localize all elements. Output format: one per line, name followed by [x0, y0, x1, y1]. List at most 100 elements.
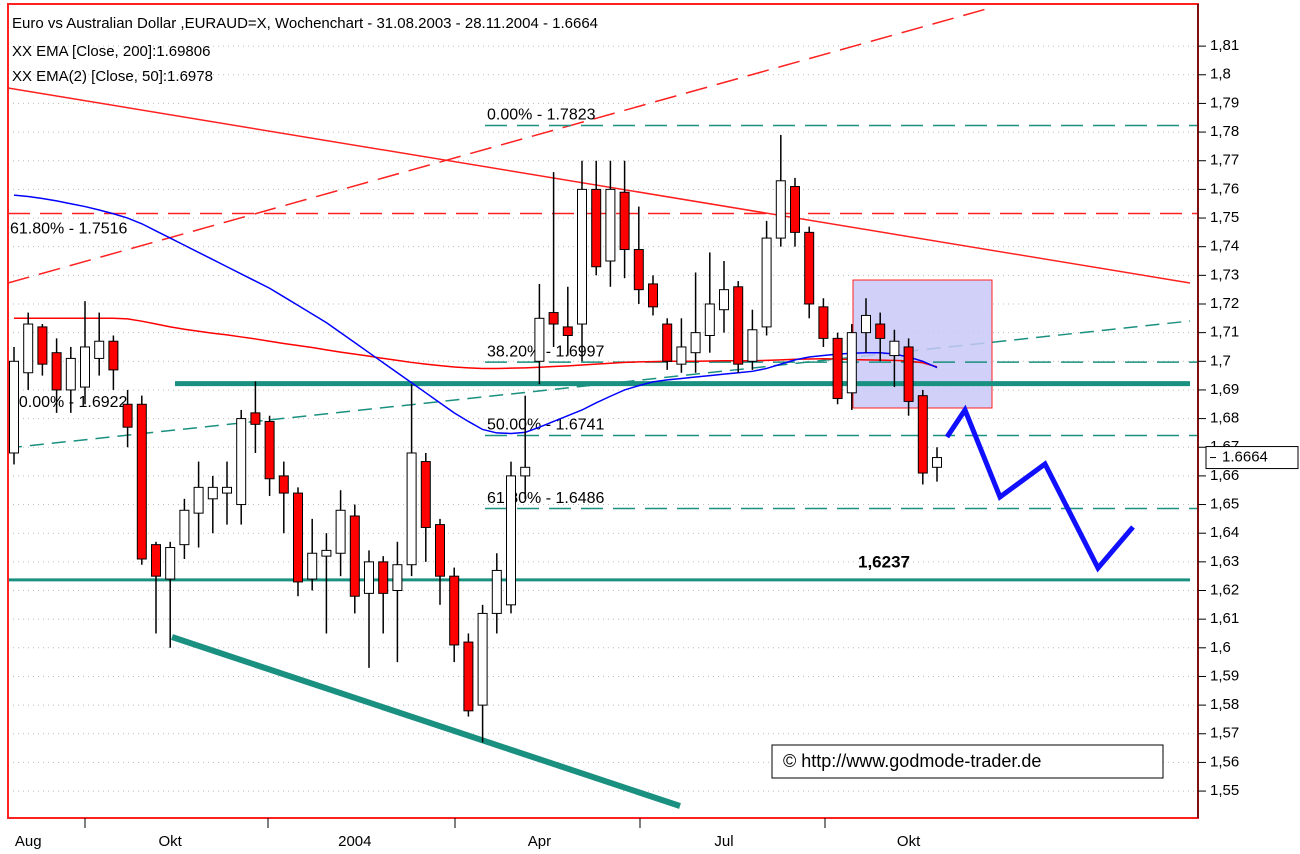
- y-tick-label: 1,79: [1210, 94, 1239, 111]
- candle-body: [619, 191, 630, 251]
- candle-body: [520, 466, 531, 477]
- y-tick-label: 1,77: [1210, 152, 1239, 169]
- last-price-label: 1.6664: [1222, 449, 1268, 466]
- candle-body: [506, 475, 516, 606]
- candle-body: [321, 549, 332, 557]
- y-tick-label: 1,69: [1210, 381, 1239, 398]
- y-tick-label: 1,56: [1210, 753, 1239, 770]
- candle-body: [477, 612, 488, 706]
- candle-body: [435, 524, 445, 577]
- y-tick-label: 1,62: [1210, 581, 1239, 598]
- candle-body: [733, 286, 744, 365]
- candle-body: [420, 461, 431, 528]
- candle-body: [222, 486, 232, 494]
- trend-channel-line: [7, 7, 991, 284]
- candle-body: [250, 412, 261, 425]
- y-tick-label: 1,81: [1210, 37, 1239, 54]
- candle-body: [605, 188, 616, 262]
- candle-body: [562, 326, 573, 337]
- candle-body: [293, 492, 303, 583]
- target-level-label: 1,6237: [858, 552, 910, 571]
- candle-body: [790, 186, 800, 233]
- consolidation-box: [852, 279, 993, 409]
- y-tick-label: 1,78: [1210, 123, 1239, 140]
- candle-body: [534, 317, 545, 362]
- candle-body: [491, 569, 502, 614]
- last-price-box: [1205, 446, 1299, 470]
- candle-body: [122, 403, 133, 428]
- candle-body: [108, 340, 119, 371]
- y-tick-label: 1,55: [1210, 782, 1239, 799]
- candle-body: [804, 231, 815, 305]
- ema200-line: [14, 317, 938, 370]
- candle-body: [80, 346, 90, 388]
- fib-label: 0.00% - 1.7823: [487, 107, 596, 124]
- candle-body: [577, 188, 587, 325]
- fib-label: 38.20% - 1.6997: [487, 343, 605, 360]
- candle-body: [704, 303, 715, 337]
- legend-entry: XX EMA [Close, 200]:1.69806: [12, 43, 210, 60]
- candle-body: [9, 360, 19, 454]
- y-tick-label: 1,72: [1210, 295, 1239, 312]
- candle-body: [449, 575, 460, 646]
- lower-trend-line: [171, 634, 681, 809]
- candle-body: [392, 564, 403, 592]
- candle-body: [861, 314, 871, 334]
- candle-body: [676, 346, 687, 365]
- candle-body: [264, 420, 275, 480]
- x-tick-label: Apr: [528, 833, 551, 850]
- ema-lines: [13, 194, 938, 435]
- candle-body: [349, 515, 360, 597]
- candle-body: [23, 323, 34, 374]
- watermark-box: [771, 744, 1164, 779]
- candle-body: [65, 357, 76, 391]
- candle-body: [463, 641, 474, 712]
- candle-body: [889, 340, 900, 357]
- watermark: © http://www.godmode-trader.de: [783, 751, 1041, 771]
- y-tick-label: 1,65: [1210, 496, 1239, 513]
- candle-body: [662, 323, 673, 362]
- candle-body: [335, 509, 346, 554]
- y-tick-label: 1,68: [1210, 410, 1239, 427]
- candle-body: [307, 552, 318, 580]
- y-tick-label: 1,63: [1210, 553, 1239, 570]
- candle-body: [548, 312, 559, 325]
- candle-body: [832, 337, 843, 400]
- candle-body: [633, 249, 644, 291]
- candle-body: [775, 180, 786, 239]
- red-level-label: 61.80% - 1.7516: [10, 221, 128, 238]
- x-tick-label: Okt: [897, 833, 921, 850]
- x-tick-label: Aug: [15, 833, 42, 850]
- y-tick-label: 1,76: [1210, 180, 1239, 197]
- candle-body: [932, 457, 942, 468]
- candle-body: [378, 561, 389, 594]
- y-tick-label: 1,58: [1210, 696, 1239, 713]
- y-tick-label: 1,64: [1210, 524, 1239, 541]
- candle-body: [406, 452, 417, 566]
- forecast-path: [944, 404, 1135, 573]
- candle-body: [136, 403, 147, 560]
- candle-body: [364, 561, 374, 594]
- candle-body: [648, 283, 658, 308]
- candle-body: [51, 352, 62, 391]
- y-tick-label: 1,71: [1210, 324, 1239, 341]
- candle-body: [37, 326, 48, 365]
- levels: 0.00% - 1.7823 38.20% - 1.6997 50.00% - 1.…: [8, 107, 1198, 582]
- candle-body: [761, 237, 772, 328]
- x-tick-label: Jul: [714, 833, 733, 850]
- candle-body: [875, 323, 886, 339]
- y-axis: 1,55 1,56 1,57 1,58 1,59 1,6 1,61 1,62 1,63 1,64 1…: [1197, 4, 1299, 818]
- candle-body: [278, 475, 289, 494]
- y-tick-label: 1,8: [1210, 66, 1231, 83]
- y-tick-label: 1,66: [1210, 467, 1239, 484]
- candle-body: [917, 395, 928, 474]
- resistance-line: [7, 87, 1191, 284]
- grid: [8, 45, 1198, 792]
- candles: [9, 134, 942, 743]
- chart-title: Euro vs Australian Dollar ,EURAUD=X, Woc…: [12, 15, 598, 32]
- candle-body: [236, 418, 247, 506]
- candle-body: [846, 332, 857, 394]
- y-tick-label: 1,73: [1210, 266, 1239, 283]
